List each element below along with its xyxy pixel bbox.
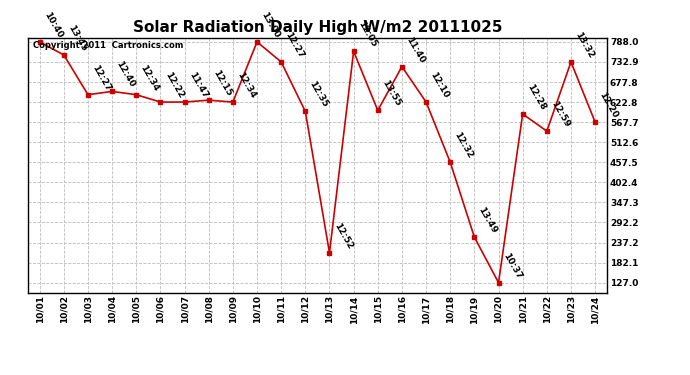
Title: Solar Radiation Daily High W/m2 20111025: Solar Radiation Daily High W/m2 20111025 <box>132 20 502 35</box>
Text: 12:34: 12:34 <box>139 63 161 93</box>
Text: Copyright 2011  Cartronics.com: Copyright 2011 Cartronics.com <box>33 41 184 50</box>
Text: 12:34: 12:34 <box>235 70 257 100</box>
Text: 12:27: 12:27 <box>90 63 112 93</box>
Text: 12:59: 12:59 <box>549 99 571 129</box>
Text: 12:22: 12:22 <box>163 70 185 100</box>
Text: 12:28: 12:28 <box>525 82 547 112</box>
Text: 13:49: 13:49 <box>477 206 499 235</box>
Text: 13:45: 13:45 <box>66 23 88 53</box>
Text: 12:10: 12:10 <box>428 70 451 100</box>
Text: 13:00: 13:00 <box>259 10 282 40</box>
Text: 11:40: 11:40 <box>404 35 426 64</box>
Text: 12:15: 12:15 <box>211 69 233 98</box>
Text: 12:35: 12:35 <box>308 80 330 109</box>
Text: 12:27: 12:27 <box>284 30 306 60</box>
Text: 10:37: 10:37 <box>501 251 523 280</box>
Text: 12:40: 12:40 <box>115 60 137 89</box>
Text: 10:40: 10:40 <box>42 10 64 40</box>
Text: 12:52: 12:52 <box>332 221 354 251</box>
Text: 13:55: 13:55 <box>380 79 402 108</box>
Text: 13:32: 13:32 <box>573 30 595 60</box>
Text: 12:20: 12:20 <box>598 91 620 120</box>
Text: 11:47: 11:47 <box>187 70 209 100</box>
Text: 12:05: 12:05 <box>356 20 378 49</box>
Text: 12:32: 12:32 <box>453 131 475 160</box>
